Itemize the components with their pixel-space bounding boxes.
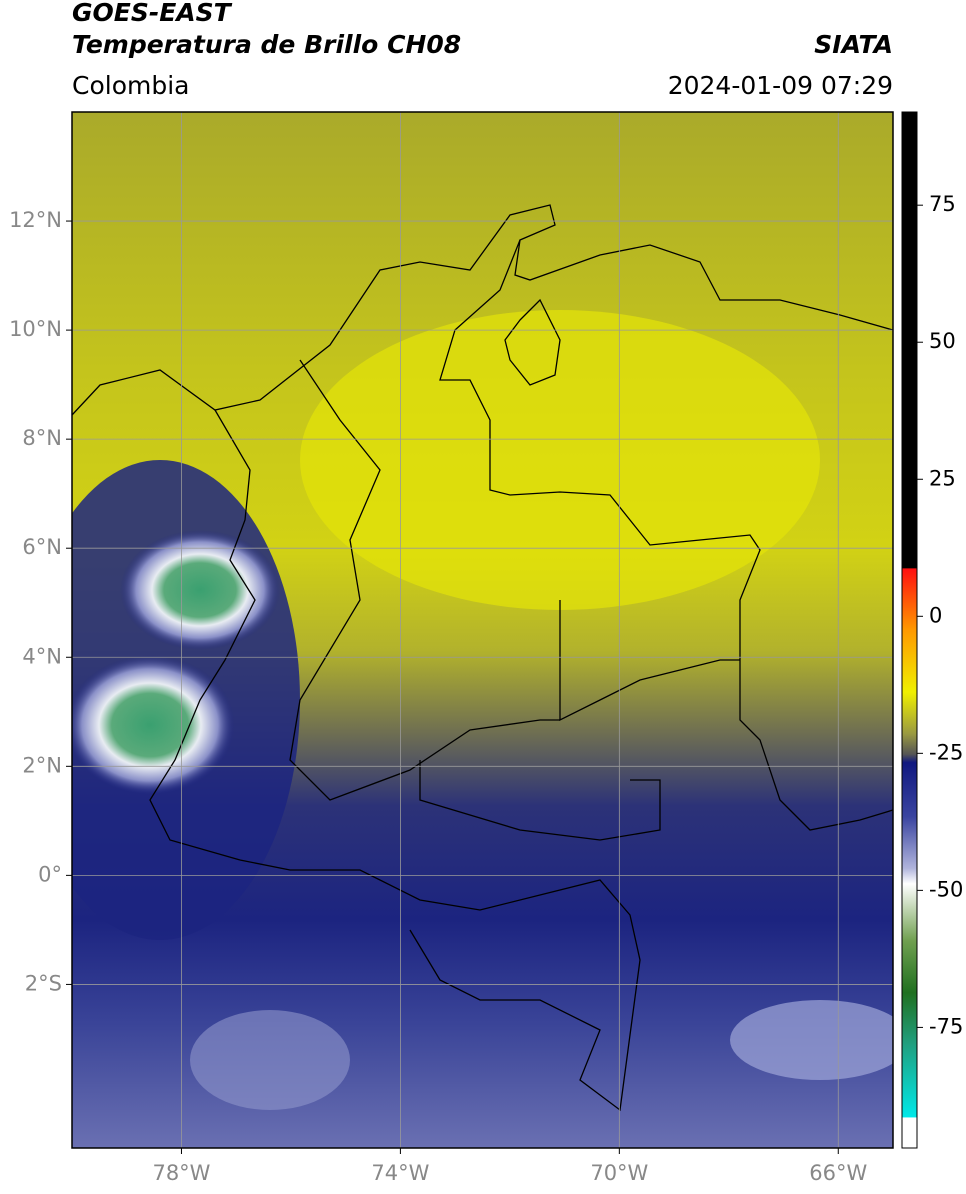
grid <box>72 112 893 1148</box>
y-tick-label: 10°N <box>9 317 62 341</box>
coastline <box>72 204 893 416</box>
cloud <box>730 1000 893 1080</box>
cloud <box>120 530 280 650</box>
border-line <box>559 600 740 722</box>
cloud <box>72 655 235 795</box>
colorbar-tick-label: -25 <box>929 740 963 764</box>
colorbar-tick-label: -75 <box>929 1014 963 1038</box>
colorbar-tick-label: 0 <box>929 603 942 627</box>
border-line <box>439 239 893 831</box>
x-tick-label: 66°W <box>809 1161 867 1185</box>
title: GOES-EAST <box>72 0 233 27</box>
y-tick-label: 0° <box>38 862 62 886</box>
cloud <box>190 1010 350 1110</box>
timestamp: 2024-01-09 07:29 <box>668 71 893 100</box>
y-tick-label: 8°N <box>22 426 62 450</box>
colorbar-tick-label: 75 <box>929 192 956 216</box>
border-line <box>289 359 560 801</box>
colorbar <box>901 111 918 1149</box>
coastline <box>149 409 256 861</box>
subtitle: Temperatura de Brillo CH08 <box>72 30 461 59</box>
colorbar-tick-label: 50 <box>929 329 956 353</box>
map-frame <box>71 111 894 1149</box>
border-line <box>239 859 641 1112</box>
region: Colombia <box>72 71 189 100</box>
y-tick-label: 12°N <box>9 208 62 232</box>
y-tick-label: 4°N <box>22 644 62 668</box>
coastline <box>504 298 561 386</box>
x-tick-label: 74°W <box>371 1161 429 1185</box>
x-tick-label: 78°W <box>152 1161 210 1185</box>
colorbar-tick-label: -50 <box>929 877 963 901</box>
x-tick-label: 70°W <box>590 1161 648 1185</box>
colorbar-tick-label: 25 <box>929 466 956 490</box>
warm-area <box>300 310 820 610</box>
source: SIATA <box>814 30 893 59</box>
border-line <box>419 760 661 841</box>
y-tick-label: 2°N <box>22 753 62 777</box>
y-tick-label: 2°S <box>25 971 62 995</box>
imagery <box>72 112 893 1148</box>
y-tick-label: 6°N <box>22 535 62 559</box>
